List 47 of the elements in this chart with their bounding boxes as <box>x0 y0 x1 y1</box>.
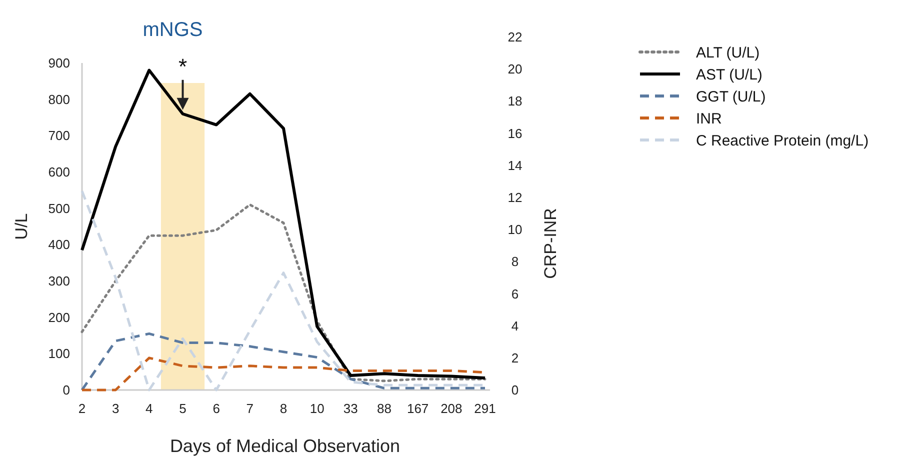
x-tick-label: 167 <box>406 401 429 416</box>
legend-label: GGT (U/L) <box>696 88 766 106</box>
x-tick-label: 208 <box>440 401 462 416</box>
x-tick-label: 88 <box>377 401 392 416</box>
y2-tick-label: 22 <box>508 30 522 45</box>
y-tick-label: 200 <box>48 310 70 325</box>
x-tick-label: 4 <box>146 401 153 416</box>
x-tick-label: 5 <box>179 401 186 416</box>
y-tick-label: 900 <box>48 56 70 71</box>
y2-tick-label: 16 <box>508 126 522 141</box>
y2-tick-label: 8 <box>511 254 519 270</box>
x-tick-label: 2 <box>78 401 86 416</box>
x-tick-label: 8 <box>280 401 288 416</box>
x-tick-label: 291 <box>474 401 496 416</box>
x-tick-label: 7 <box>246 401 254 416</box>
y-tick-label: 800 <box>48 92 70 107</box>
y-tick-label: 100 <box>48 346 70 362</box>
x-tick-label: 6 <box>212 401 220 416</box>
y2-axis-title: CRP-INR <box>541 208 560 279</box>
y-tick-label: 0 <box>62 382 70 398</box>
x-tick-label: 33 <box>343 401 358 416</box>
line-series <box>80 68 486 380</box>
y-tick-label: 300 <box>48 274 70 289</box>
legend-label: C Reactive Protein (mg/L) <box>696 132 869 150</box>
y2-tick-label: 18 <box>508 94 522 109</box>
annotation: * <box>178 54 188 79</box>
y-axis-title: U/L <box>12 213 31 240</box>
y-tick-label: 400 <box>48 237 70 252</box>
y-tick-label: 500 <box>48 200 70 216</box>
legend-label: AST (U/L) <box>696 66 762 84</box>
x-tick-label: 10 <box>310 401 324 416</box>
y2-tick-label: 0 <box>511 382 519 398</box>
y2-tick-label: 6 <box>511 286 519 302</box>
chart-title: mNGS <box>142 19 203 41</box>
y2-tick-label: 10 <box>508 222 522 238</box>
x-tick-label: 3 <box>112 401 120 416</box>
line-series <box>80 332 486 392</box>
y2-tick-label: 12 <box>508 190 522 206</box>
y-tick-label: 600 <box>48 164 70 180</box>
legend-label: ALT (U/L) <box>696 44 760 62</box>
y2-tick-label: 20 <box>508 62 522 77</box>
y-tick-label: 700 <box>48 128 70 144</box>
y2-tick-label: 2 <box>511 350 519 366</box>
legend-label: INR <box>696 110 722 128</box>
x-axis-title: Days of Medical Observation <box>170 436 400 456</box>
y2-tick-label: 4 <box>511 318 519 334</box>
y2-tick-label: 14 <box>508 158 522 173</box>
